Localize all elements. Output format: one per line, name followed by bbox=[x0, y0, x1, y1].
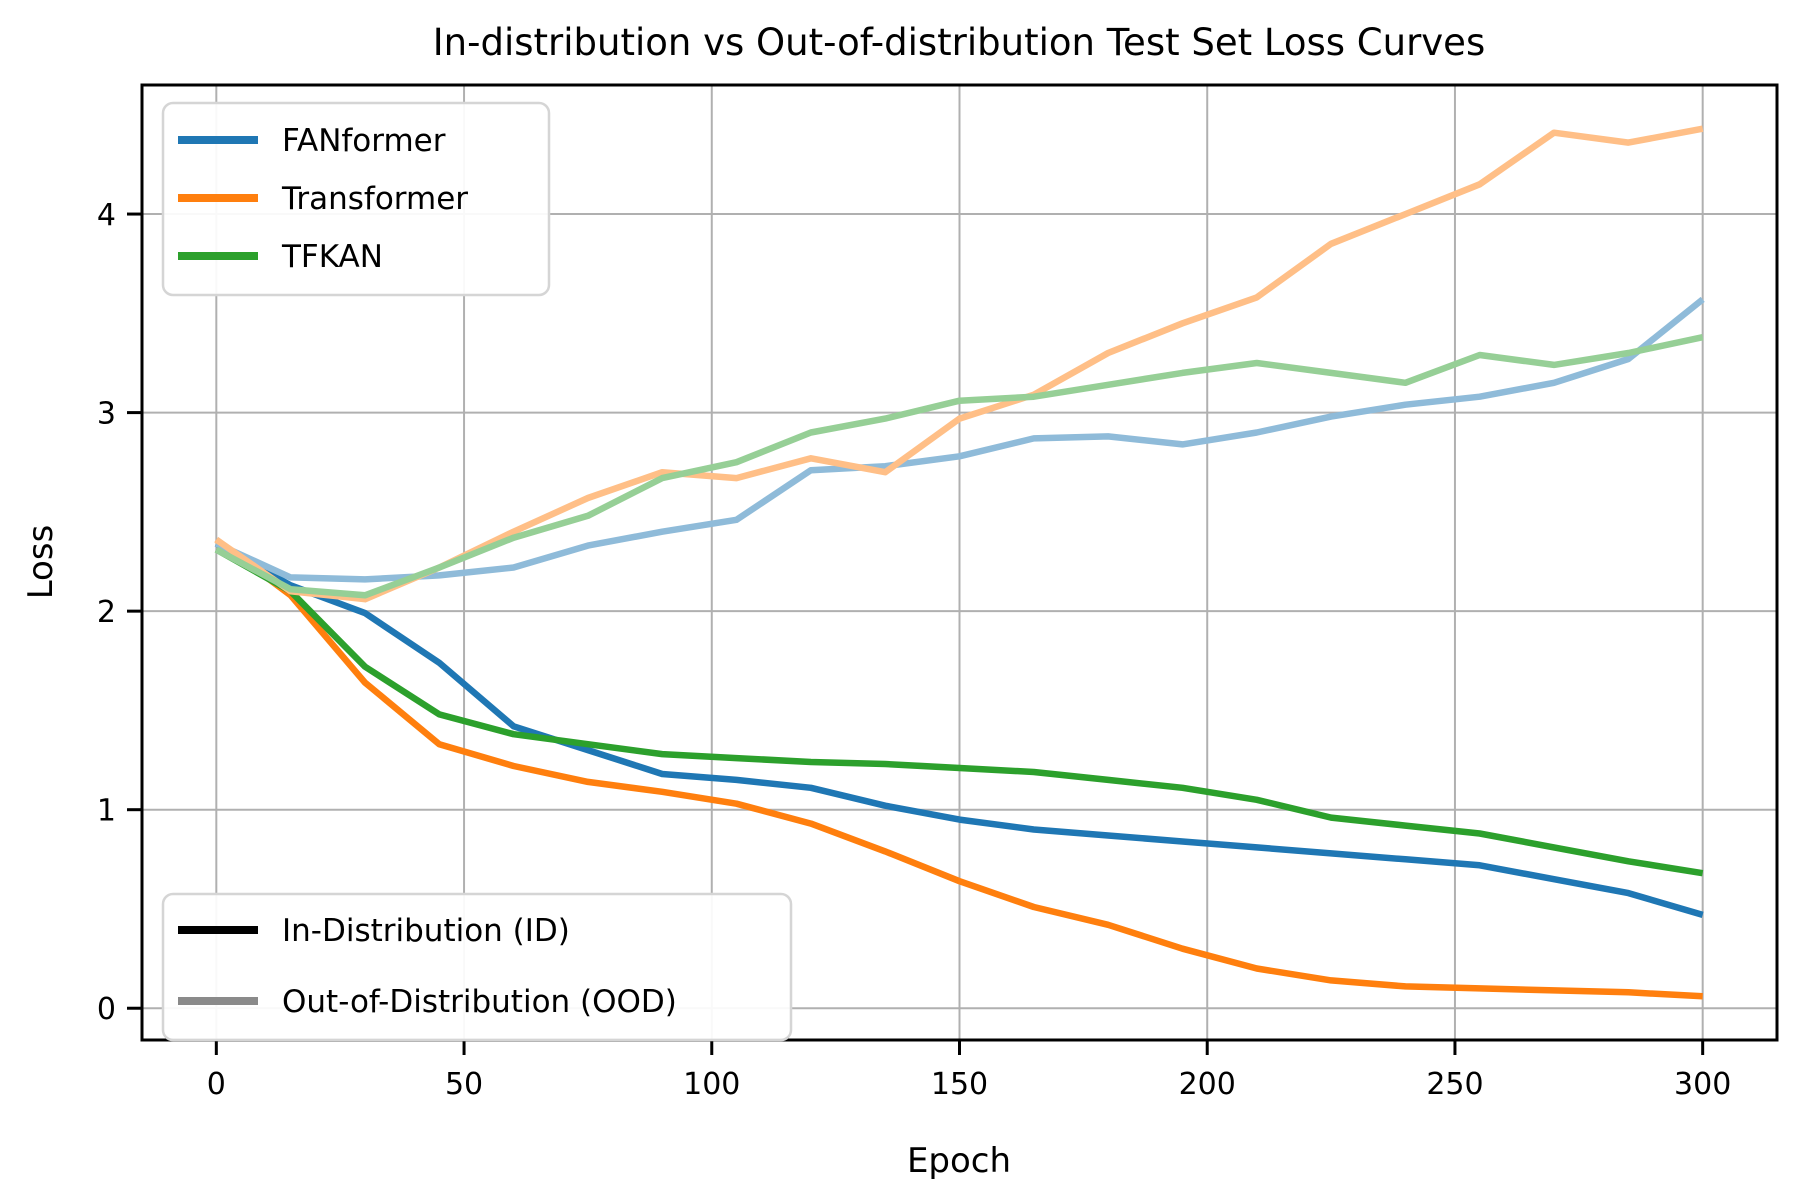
x-axis-label: Epoch bbox=[907, 1141, 1011, 1181]
y-tick-label-2: 2 bbox=[97, 595, 116, 630]
legend-distributions-box bbox=[161, 892, 793, 1042]
y-tick-label-1: 1 bbox=[97, 794, 116, 829]
y-axis-label: Loss bbox=[21, 525, 61, 600]
y-tick-label-4: 4 bbox=[97, 198, 116, 233]
series-line-tfkan-id bbox=[214, 546, 1704, 877]
series-line-transformer-id bbox=[214, 537, 1703, 1000]
legend-label-tfkan: TFKAN bbox=[281, 239, 383, 275]
chart-title: In-distribution vs Out-of-distribution T… bbox=[433, 21, 1485, 64]
legend-label-id: In-Distribution (ID) bbox=[282, 913, 570, 949]
x-tick-label-150: 150 bbox=[931, 1067, 988, 1102]
tick-layer: 0 50 100 150 200 250 300 0 1 2 3 4 bbox=[97, 198, 1731, 1102]
legend-models-box bbox=[161, 101, 551, 297]
legend-models: FANformer Transformer TFKAN bbox=[161, 101, 551, 297]
legend-label-transformer: Transformer bbox=[281, 181, 468, 217]
x-tick-label-50: 50 bbox=[445, 1067, 483, 1102]
x-tick-label-300: 300 bbox=[1674, 1067, 1731, 1102]
series-line-fanformer-ood bbox=[214, 296, 1705, 583]
series-line-tfkan-ood bbox=[214, 334, 1704, 599]
series-line-fanformer-id bbox=[214, 540, 1704, 919]
series-layer bbox=[214, 125, 1705, 1000]
x-tick-label-0: 0 bbox=[207, 1067, 226, 1102]
legend-distributions: In-Distribution (ID) Out-of-Distribution… bbox=[161, 892, 793, 1042]
legend-label-ood: Out-of-Distribution (OOD) bbox=[282, 984, 677, 1020]
x-tick-label-250: 250 bbox=[1426, 1067, 1483, 1102]
x-tick-label-100: 100 bbox=[683, 1067, 740, 1102]
y-tick-label-3: 3 bbox=[97, 397, 116, 432]
x-tick-label-200: 200 bbox=[1179, 1067, 1236, 1102]
legend-label-fanformer: FANformer bbox=[282, 123, 446, 159]
y-tick-label-0: 0 bbox=[97, 992, 116, 1027]
